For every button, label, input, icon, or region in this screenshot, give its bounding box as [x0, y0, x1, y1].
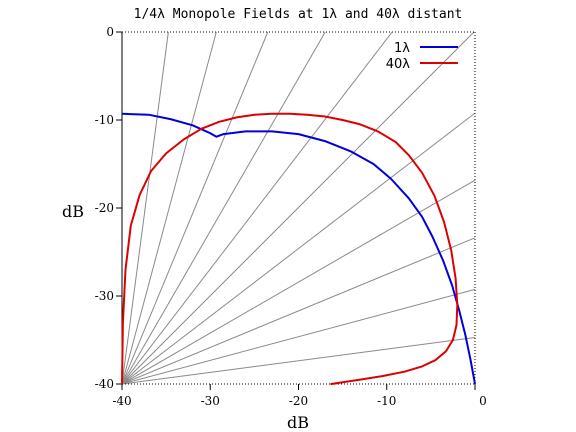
y-tick-label: 0: [106, 25, 114, 39]
x-tick-label: -10: [377, 394, 396, 408]
radial-grid-line: [121, 31, 393, 385]
legend-label-1: 1λ: [394, 41, 410, 56]
radial-grid-line: [121, 31, 269, 385]
radial-grid-line: [121, 31, 326, 385]
y-tick-label: -20: [95, 201, 114, 215]
radial-grid-line: [121, 288, 476, 385]
y-tick-label: -40: [95, 377, 114, 391]
radial-grid-line: [121, 31, 475, 385]
radial-grid-line: [121, 112, 476, 385]
y-tick-label: -30: [95, 289, 114, 303]
axis-ticks: -40 -30 -20 -10 0 0 -10 -20 -30 -40: [95, 25, 487, 408]
x-tick-label: -30: [201, 394, 220, 408]
radial-grid-line: [121, 31, 169, 385]
legend-label-2: 40λ: [386, 57, 411, 72]
y-axis-label: dB: [62, 202, 84, 221]
y-tick-label: -10: [95, 113, 114, 127]
x-tick-label: -40: [112, 394, 131, 408]
x-tick-label: -20: [289, 394, 308, 408]
radial-grid: [121, 31, 476, 385]
series-line-1: [121, 112, 476, 385]
data-series: [121, 112, 476, 385]
legend: 1λ 40λ: [386, 41, 458, 72]
series-line-2: [121, 112, 459, 385]
x-axis-label: dB: [287, 413, 309, 432]
radial-grid-line: [121, 31, 217, 385]
radial-grid-line: [121, 179, 476, 385]
radial-grid-line: [121, 337, 476, 385]
x-tick-label: 0: [479, 394, 487, 408]
chart-title: 1/4λ Monopole Fields at 1λ and 40λ dista…: [134, 7, 463, 22]
radial-grid-line: [121, 237, 476, 385]
